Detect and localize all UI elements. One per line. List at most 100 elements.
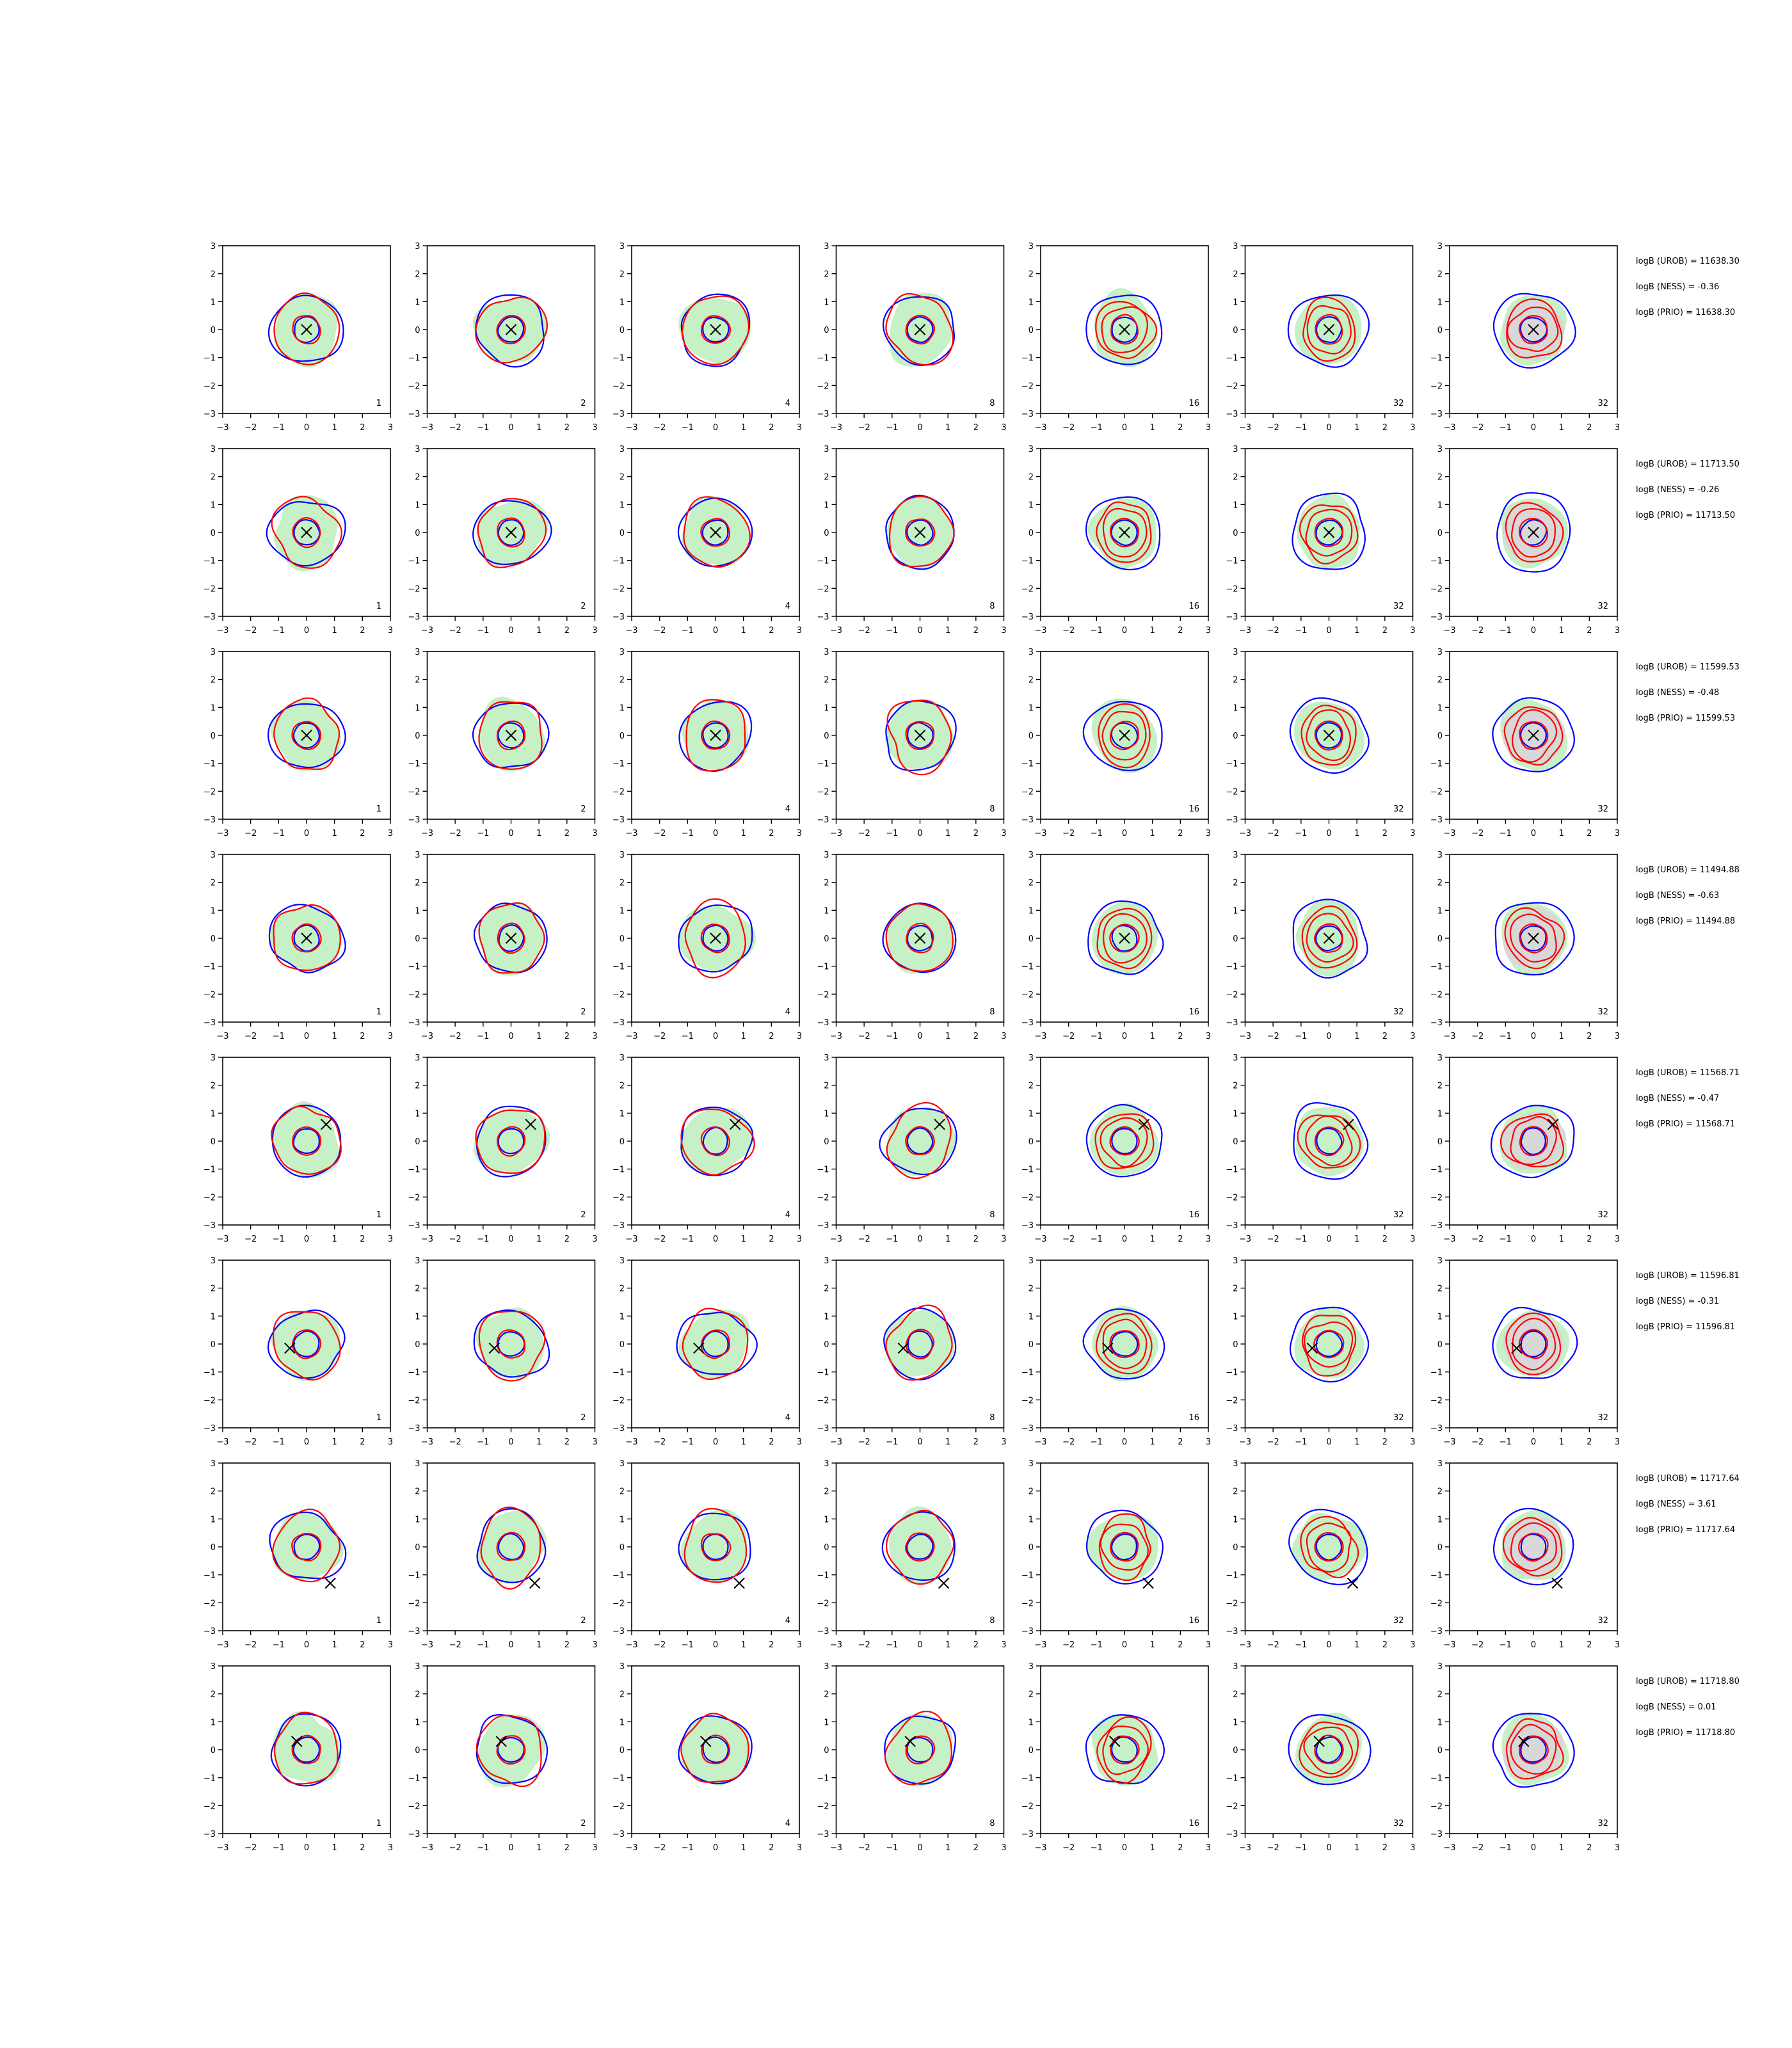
logb-annotation: logB (UROB) = 11568.71	[1636, 1068, 1740, 1078]
reference-density-fill	[682, 1715, 750, 1786]
red-contour-outer	[681, 295, 750, 365]
y-tick-label: −3	[1021, 1221, 1034, 1231]
x-tick-label: 0	[304, 1235, 309, 1244]
x-tick-label: 1	[741, 1640, 746, 1650]
blue-contour-outer	[269, 1511, 347, 1580]
y-tick-label: 3	[824, 445, 829, 454]
x-tick-label: 0	[304, 1437, 309, 1447]
blue-contour-inner	[498, 924, 525, 952]
x-tick-label: 0	[1326, 1843, 1331, 1853]
red-contour-inner	[1109, 1126, 1140, 1156]
y-tick-label: 1	[415, 1515, 420, 1524]
y-tick-label: 0	[1028, 1746, 1034, 1756]
red-contour-mid	[1100, 1523, 1149, 1571]
x-tick-label: −1	[1500, 626, 1512, 636]
y-tick-label: −1	[817, 557, 829, 566]
blue-contour-inner	[702, 1736, 729, 1763]
x-tick-label: −2	[1471, 829, 1484, 838]
y-tick-label: 3	[1028, 445, 1034, 454]
red-contour-outer	[478, 1310, 546, 1382]
logb-annotation: logB (NESS) = 3.61	[1636, 1500, 1716, 1509]
y-tick-label: −2	[408, 1599, 420, 1608]
x-tick-label: 0	[917, 1235, 922, 1244]
panel-r4-c4: −3 −2 −1 0 1 2 3 3 2 1 0 −1 −2 −3 8	[817, 851, 1006, 1041]
x-tick-label: 0	[1122, 1032, 1127, 1041]
blue-contour-inner	[1111, 925, 1138, 952]
blue-contour-inner	[1110, 519, 1138, 547]
x-tick-label: 1	[536, 1235, 541, 1244]
panel-corner-label: 16	[1188, 1210, 1199, 1220]
x-tick-label: 1	[1559, 829, 1564, 838]
panel-corner-label: 16	[1188, 399, 1199, 408]
x-tick-label: 1	[741, 626, 746, 636]
red-contour-mid	[1510, 1116, 1558, 1165]
y-tick-label: 1	[1028, 500, 1034, 510]
y-tick-label: 0	[620, 1137, 625, 1147]
reference-density-fill	[271, 1310, 340, 1382]
blue-contour-inner	[293, 1533, 321, 1560]
x-tick-label: 2	[1178, 1843, 1183, 1853]
y-tick-label: −2	[612, 1396, 625, 1405]
red-contour-inner	[1110, 314, 1139, 345]
y-tick-label: −3	[408, 1424, 420, 1434]
blue-contour-inner	[702, 316, 730, 343]
red-contour-mid	[1306, 1522, 1352, 1573]
panel-corner-label: 32	[1393, 1007, 1404, 1017]
y-tick-label: −1	[408, 1368, 420, 1378]
x-tick-label: 1	[1559, 1437, 1564, 1447]
panel-corner-label: 8	[989, 1616, 995, 1626]
y-tick-label: 0	[1437, 326, 1443, 335]
y-tick-label: 1	[211, 1718, 216, 1727]
x-tick-label: 2	[973, 829, 979, 838]
marker-x	[301, 730, 312, 741]
panel-r3-c5: −3 −2 −1 0 1 2 3 3 2 1 0 −1 −2 −3 16	[1021, 648, 1211, 838]
blue-contour-outer	[1085, 496, 1161, 571]
y-tick-label: −3	[204, 1221, 216, 1231]
y-tick-label: 0	[620, 934, 625, 944]
y-tick-label: 1	[1233, 298, 1238, 307]
x-tick-label: −1	[1295, 1843, 1307, 1853]
marker-x	[904, 1736, 916, 1747]
red-contour-inner	[291, 923, 322, 953]
y-tick-label: 2	[824, 879, 829, 888]
y-tick-label: −2	[1430, 1193, 1443, 1203]
y-tick-label: −2	[408, 990, 420, 1000]
x-tick-label: −2	[449, 423, 461, 433]
red-contour-inner	[1519, 923, 1548, 954]
x-tick-label: 2	[360, 626, 365, 636]
red-contour-outer	[1299, 1721, 1359, 1779]
x-tick-label: 3	[797, 423, 802, 433]
y-tick-label: 3	[1028, 242, 1034, 252]
blue-contour-inner	[292, 1128, 320, 1155]
red-contour-mid	[1306, 709, 1352, 762]
y-tick-label: −1	[204, 760, 216, 769]
blue-contour-outer	[268, 904, 346, 973]
y-tick-label: −1	[408, 354, 420, 364]
red-contour-inner	[1313, 923, 1343, 953]
marker-x	[1518, 1736, 1530, 1747]
logb-annotation: logB (NESS) = -0.26	[1636, 485, 1719, 495]
y-tick-label: 0	[824, 1543, 829, 1553]
panel-r6-c3: −3 −2 −1 0 1 2 3 3 2 1 0 −1 −2 −3 4	[612, 1256, 802, 1447]
blue-contour-inner	[702, 924, 729, 952]
panel-r8-c2: −3 −2 −1 0 1 2 3 3 2 1 0 −1 −2 −3 2	[408, 1662, 597, 1853]
x-tick-label: 0	[1326, 1437, 1331, 1447]
y-tick-label: 1	[620, 500, 625, 510]
y-tick-label: 0	[1233, 732, 1238, 741]
marker-x	[897, 1342, 909, 1354]
y-tick-label: −2	[1021, 1802, 1034, 1811]
x-tick-label: 2	[564, 829, 570, 838]
y-tick-label: 2	[620, 1284, 625, 1294]
y-tick-label: 0	[824, 934, 829, 944]
red-contour-outer	[1096, 501, 1152, 563]
y-tick-label: 2	[1437, 1284, 1443, 1294]
x-tick-label: 2	[1587, 829, 1592, 838]
y-tick-label: −3	[612, 1627, 625, 1636]
red-contour-outer	[1502, 1517, 1563, 1577]
y-tick-label: −3	[817, 1627, 829, 1636]
red-contour-inner	[1314, 720, 1343, 751]
red-contour-mid	[1103, 913, 1148, 964]
x-tick-label: 3	[1615, 1032, 1620, 1041]
blue-contour-outer	[678, 701, 753, 772]
x-tick-label: 2	[360, 1640, 365, 1650]
